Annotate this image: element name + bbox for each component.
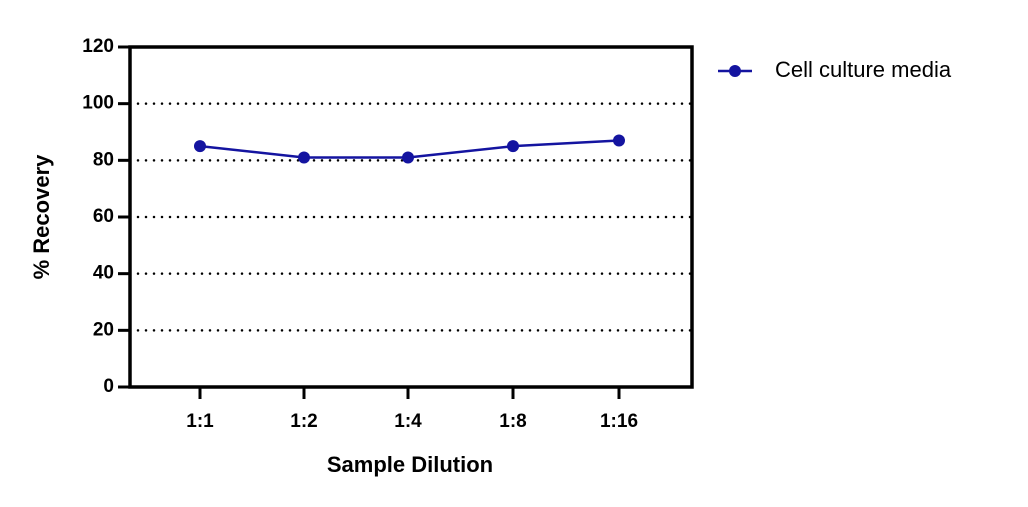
y-tick-label: 120 [82, 36, 114, 57]
y-tick-label: 20 [93, 319, 114, 340]
data-point [194, 140, 206, 153]
legend-label: Cell culture media [775, 57, 952, 82]
plot-frame [128, 45, 694, 389]
y-axis-label: % Recovery [29, 154, 54, 280]
y-tick-label: 40 [93, 263, 114, 284]
data-point [402, 151, 414, 164]
y-tick-label: 100 [82, 93, 114, 114]
x-tick-label: 1:16 [600, 411, 638, 432]
x-axis-label: Sample Dilution [327, 452, 493, 477]
x-tick-label: 1:2 [290, 411, 317, 432]
data-point [507, 140, 519, 153]
y-tick-label: 60 [93, 206, 114, 227]
data-point [613, 134, 625, 147]
y-tick-label: 80 [93, 149, 114, 170]
x-tick-label: 1:4 [394, 411, 422, 432]
y-tick-label: 0 [103, 376, 114, 397]
data-point [298, 151, 310, 164]
legend-marker [729, 65, 741, 77]
x-tick-label: 1:1 [186, 411, 214, 432]
x-tick-label: 1:8 [499, 411, 526, 432]
